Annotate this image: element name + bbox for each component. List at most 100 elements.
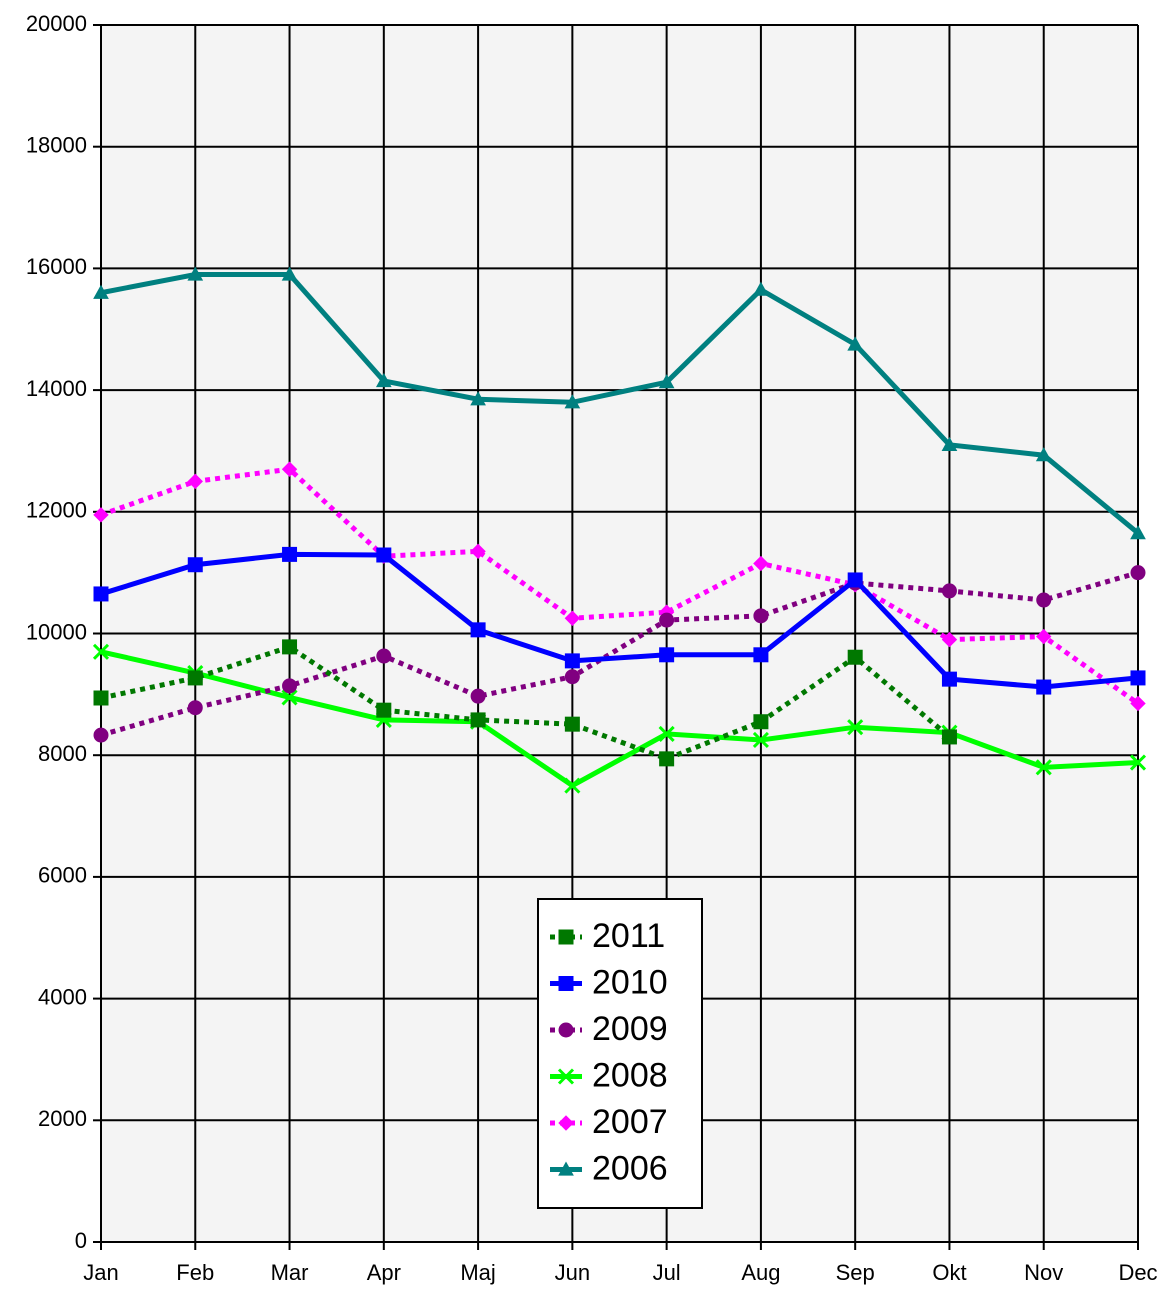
marker	[93, 284, 109, 299]
marker	[847, 572, 863, 588]
marker	[282, 639, 298, 655]
legend-label: 2007	[592, 1103, 668, 1141]
x-tick-label: Nov	[1024, 1260, 1063, 1285]
legend-label: 2010	[592, 963, 668, 1001]
marker	[941, 671, 957, 687]
marker	[659, 647, 675, 663]
marker	[564, 716, 580, 732]
marker	[187, 700, 203, 716]
marker	[281, 266, 298, 281]
marker	[753, 281, 769, 296]
y-tick-label: 0	[75, 1228, 87, 1253]
marker	[470, 391, 486, 406]
marker	[558, 976, 574, 991]
marker	[941, 729, 957, 745]
marker	[753, 714, 769, 730]
line	[100, 271, 1140, 536]
marker	[558, 1161, 574, 1176]
marker	[1036, 628, 1052, 645]
y-tick-label: 12000	[26, 498, 87, 523]
x-tick-label: Jun	[555, 1260, 590, 1285]
x-tick-label: Feb	[176, 1260, 214, 1285]
y-tick-label: 8000	[38, 741, 87, 766]
x-tick-label: Maj	[460, 1260, 495, 1285]
marker	[753, 555, 769, 572]
marker	[847, 719, 864, 736]
marker	[564, 669, 580, 685]
marker	[658, 725, 675, 742]
marker	[659, 751, 675, 767]
marker	[1036, 592, 1052, 608]
marker	[558, 1115, 574, 1131]
marker	[564, 653, 580, 669]
marker	[470, 712, 486, 728]
marker	[1130, 525, 1146, 540]
marker	[557, 1068, 575, 1085]
y-tick-label: 14000	[26, 376, 87, 401]
marker	[93, 507, 109, 523]
marker	[187, 670, 203, 686]
marker	[752, 731, 769, 749]
legend-label: 2006	[592, 1149, 668, 1187]
x-tick-label: Jul	[653, 1260, 681, 1285]
marker	[1036, 679, 1052, 695]
marker	[93, 586, 109, 602]
marker	[281, 689, 298, 706]
legend-label: 2008	[592, 1056, 668, 1094]
marker	[558, 929, 574, 945]
x-tick-label: Mar	[271, 1260, 309, 1285]
marker	[1130, 695, 1146, 712]
marker	[470, 622, 486, 638]
marker	[281, 461, 298, 477]
marker	[564, 610, 581, 626]
x-tick-label: Apr	[367, 1260, 401, 1285]
marker	[375, 372, 392, 388]
marker	[1129, 754, 1147, 771]
marker	[470, 543, 486, 560]
marker	[470, 688, 486, 704]
marker	[558, 1022, 574, 1038]
marker	[93, 690, 109, 706]
y-tick-label: 20000	[26, 11, 87, 36]
marker	[753, 647, 769, 663]
marker	[376, 648, 392, 664]
marker	[282, 546, 298, 562]
x-tick-label: Okt	[932, 1260, 966, 1285]
legend-label: 2011	[592, 917, 665, 955]
marker	[847, 649, 863, 665]
x-tick-label: Sep	[836, 1260, 875, 1285]
line	[100, 551, 1139, 690]
legend	[537, 898, 703, 1209]
marker	[376, 547, 392, 563]
marker	[847, 336, 864, 351]
line	[100, 466, 1140, 706]
marker	[1035, 447, 1052, 462]
marker	[753, 608, 769, 624]
marker	[187, 266, 204, 281]
y-tick-label: 6000	[38, 863, 87, 888]
marker	[1035, 759, 1052, 776]
y-tick-label: 16000	[26, 254, 87, 279]
marker	[941, 631, 958, 648]
x-tick-label: Jan	[83, 1260, 118, 1285]
marker	[187, 473, 203, 490]
y-tick-label: 10000	[26, 619, 87, 644]
line	[100, 649, 1139, 789]
marker	[564, 394, 581, 409]
marker	[376, 702, 392, 718]
marker	[658, 374, 675, 389]
marker	[564, 777, 581, 794]
line	[100, 644, 952, 762]
y-tick-label: 18000	[26, 133, 87, 158]
legend-label: 2009	[592, 1010, 668, 1048]
y-tick-label: 2000	[38, 1106, 87, 1131]
marker	[1130, 670, 1146, 686]
marker	[282, 678, 298, 694]
marker	[92, 643, 110, 660]
marker	[941, 436, 958, 451]
marker	[659, 612, 675, 628]
marker	[1130, 565, 1146, 581]
marker	[187, 557, 203, 573]
marker	[93, 727, 109, 743]
